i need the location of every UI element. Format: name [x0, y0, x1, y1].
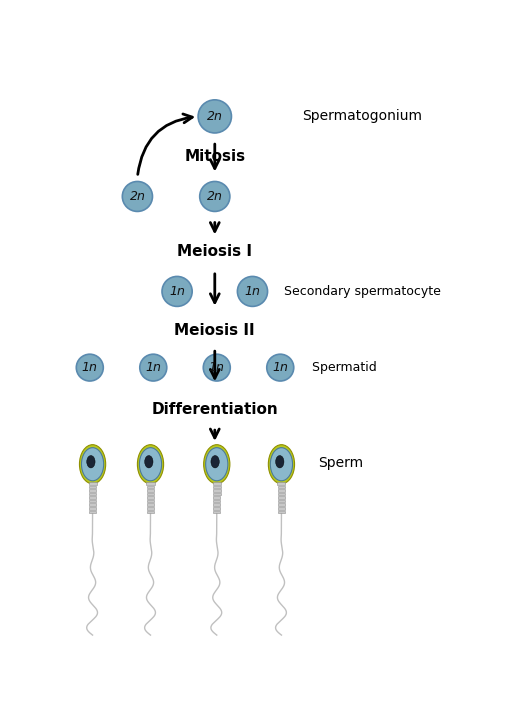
Ellipse shape	[268, 445, 294, 484]
Text: 1n: 1n	[272, 361, 288, 374]
Bar	[146, 485, 155, 488]
Text: Spermatogonium: Spermatogonium	[302, 110, 422, 123]
Bar	[214, 507, 220, 510]
Text: 1n: 1n	[169, 285, 185, 298]
Ellipse shape	[238, 277, 268, 306]
Bar	[89, 507, 96, 510]
Ellipse shape	[204, 445, 230, 484]
Bar	[214, 503, 220, 506]
Ellipse shape	[162, 277, 192, 306]
Bar	[89, 500, 96, 503]
Bar	[278, 493, 285, 495]
Bar	[278, 500, 285, 503]
Bar	[146, 482, 155, 485]
Bar	[147, 496, 154, 499]
Bar	[213, 485, 221, 488]
Text: Spermatid: Spermatid	[304, 361, 377, 374]
Text: 2n: 2n	[207, 110, 223, 123]
Text: Differentiation: Differentiation	[152, 402, 278, 417]
Ellipse shape	[122, 181, 153, 212]
Text: Meiosis I: Meiosis I	[177, 244, 252, 259]
Ellipse shape	[211, 455, 219, 468]
Ellipse shape	[206, 447, 228, 481]
Bar	[278, 507, 285, 510]
Ellipse shape	[79, 445, 105, 484]
Bar	[214, 511, 220, 513]
Bar	[213, 496, 221, 499]
Bar	[213, 489, 221, 492]
Ellipse shape	[81, 447, 103, 481]
Ellipse shape	[203, 354, 230, 381]
Bar	[89, 482, 97, 485]
Bar	[278, 511, 285, 513]
Bar	[213, 500, 220, 503]
Text: 1n: 1n	[209, 361, 225, 374]
Bar	[278, 482, 286, 485]
Bar	[89, 489, 96, 492]
Bar	[89, 496, 96, 499]
Ellipse shape	[139, 447, 162, 481]
Bar	[278, 485, 285, 488]
Text: 1n: 1n	[82, 361, 98, 374]
Ellipse shape	[76, 354, 103, 381]
Ellipse shape	[200, 181, 230, 212]
Text: 2n: 2n	[207, 190, 223, 203]
Text: 1n: 1n	[145, 361, 161, 374]
Text: Mitosis: Mitosis	[184, 148, 245, 163]
Bar	[89, 503, 96, 506]
Bar	[213, 493, 221, 495]
Bar	[89, 493, 96, 495]
Bar	[89, 511, 96, 513]
Text: Meiosis II: Meiosis II	[175, 323, 255, 338]
Text: Sperm: Sperm	[318, 455, 363, 470]
Bar	[146, 489, 154, 492]
Ellipse shape	[137, 445, 164, 484]
Bar	[147, 493, 154, 495]
Ellipse shape	[275, 455, 284, 468]
Bar	[278, 503, 285, 506]
Ellipse shape	[267, 354, 294, 381]
Bar	[147, 507, 154, 510]
Bar	[89, 485, 96, 488]
Ellipse shape	[198, 100, 231, 133]
Bar	[278, 496, 285, 499]
Text: 2n: 2n	[130, 190, 145, 203]
Bar	[147, 500, 154, 503]
Bar	[147, 511, 154, 513]
Bar	[147, 503, 154, 506]
Ellipse shape	[87, 455, 95, 468]
Ellipse shape	[140, 354, 167, 381]
Ellipse shape	[145, 455, 153, 468]
Text: 1n: 1n	[245, 285, 261, 298]
Bar	[278, 489, 285, 492]
Bar	[213, 482, 221, 485]
Text: Secondary spermatocyte: Secondary spermatocyte	[276, 285, 441, 298]
Ellipse shape	[270, 447, 292, 481]
